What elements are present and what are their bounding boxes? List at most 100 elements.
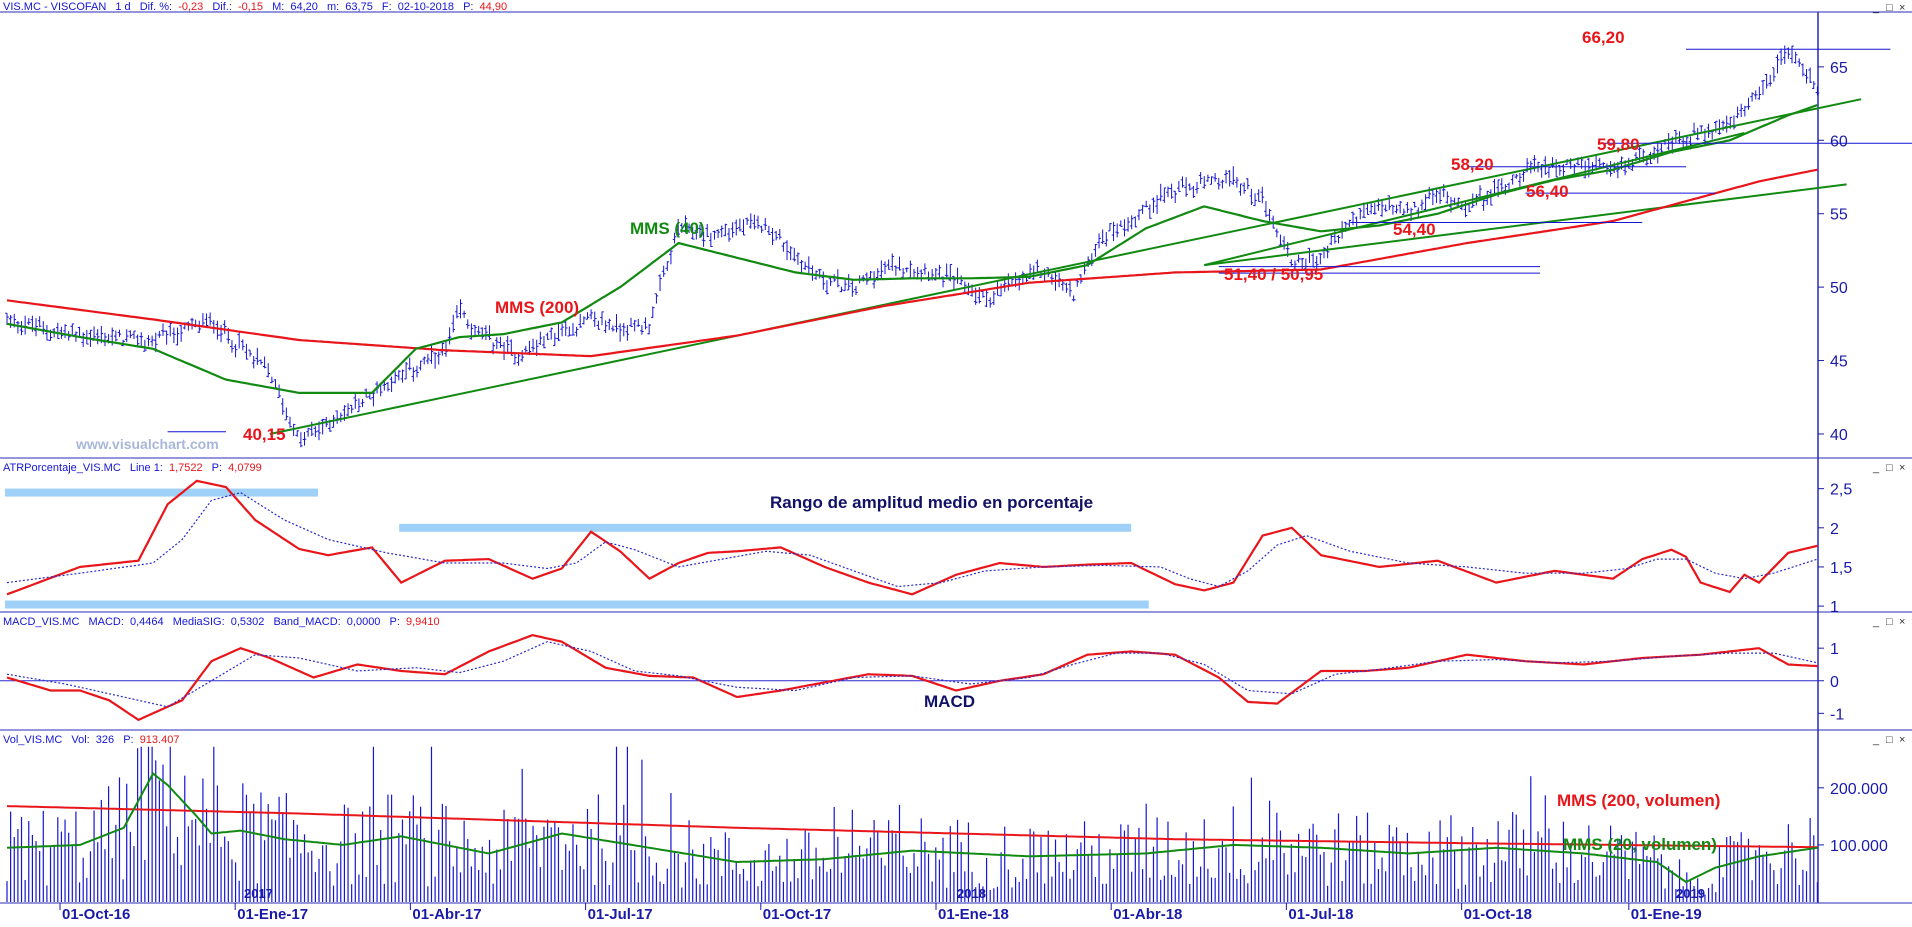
x-tick-label: 01-Jul-17 [588,906,653,922]
price-bar [436,351,441,365]
price-bar [1431,188,1435,206]
price-bar [1768,74,1773,87]
price-bar [1206,174,1210,182]
price-bar [759,225,764,233]
price-bar [999,283,1003,297]
maximize-icon[interactable]: □ [1886,462,1893,474]
price-bar [1177,180,1181,192]
price-bar [1743,105,1747,117]
volume-bars [6,746,1819,902]
price-bar [1198,172,1203,184]
price-bar [179,324,183,342]
price-bar [1391,204,1395,215]
atr-header-p: 4,0799 [228,462,262,474]
price-bar [19,321,24,336]
window-controls-atr[interactable]: _ □ × [1872,462,1905,474]
window-controls-price[interactable]: _ □ × [1872,2,1905,14]
annotation-mms200-vol: MMS (200, volumen) [1557,791,1720,810]
close-icon[interactable]: × [1899,734,1905,746]
price-bar [796,252,800,265]
vol-header-vol-label: Vol: [71,734,89,746]
price-bar [1554,159,1558,178]
price-bar [1209,176,1214,185]
price-bar [636,318,641,327]
price-bar [280,398,285,415]
price-bar [1365,203,1370,215]
price-bar [277,384,281,399]
y-tick-label: -1 [1830,706,1844,723]
price-bar [1166,186,1170,198]
close-icon[interactable]: × [1899,2,1905,14]
year-label-2018: 2018 [957,886,986,901]
y-tick-label: 0 [1830,674,1839,691]
price-bar [955,267,960,284]
window-controls-volume[interactable]: _ □ × [1872,734,1905,746]
window-controls-macd[interactable]: _ □ × [1872,616,1905,628]
price-bar [944,263,949,279]
price-bar [95,329,100,345]
price-bar [41,321,46,335]
maximize-icon[interactable]: □ [1886,734,1893,746]
header-volume: Vol_VIS.MC Vol: 326 P: 913.407 [3,734,179,746]
price-bar [306,427,310,437]
price-bar [1481,198,1486,211]
minimize-icon[interactable]: _ [1872,734,1880,746]
price-bar [643,317,648,330]
price-bar [926,271,931,282]
price-bar [571,323,575,336]
y-tick-label: 40 [1830,427,1848,444]
price-bar [1227,170,1232,187]
price-bar [839,286,844,293]
close-icon[interactable]: × [1899,616,1905,628]
minimize-icon[interactable]: _ [1872,616,1880,628]
trendline [1204,183,1847,267]
price-bar [135,334,140,348]
price-bar [451,314,456,333]
moving-average-line [6,103,1818,394]
atr-header-line-label: Line 1: [130,462,163,474]
price-bar [709,232,713,247]
minimize-icon[interactable]: _ [1872,462,1880,474]
maximize-icon[interactable]: □ [1886,616,1893,628]
header-min: 63,75 [345,1,373,13]
price-bar [1347,219,1352,228]
header-macd: MACD_VIS.MC MACD: 0,4464 MediaSIG: 0,530… [3,616,440,628]
maximize-icon[interactable]: □ [1886,2,1893,14]
price-bar [1129,215,1134,230]
price-bar [1605,163,1609,175]
atr-header-line-value: 1,7522 [169,462,203,474]
x-tick-label: 01-Ene-19 [1631,906,1702,922]
price-bar [716,229,720,239]
price-bar [284,407,289,421]
macd-header-sig: 0,5302 [231,616,265,628]
minimize-icon[interactable]: _ [1872,2,1880,14]
price-bar [81,332,85,347]
price-bar [785,240,789,261]
price-bar [683,215,688,233]
price-bar [251,356,256,369]
header-max: 64,20 [290,1,318,13]
price-bar [883,261,887,275]
price-bar [1510,174,1515,185]
price-bar [143,339,147,352]
price-bar [810,265,815,281]
price-bar [767,225,771,236]
price-bar [582,316,586,325]
price-bar [614,314,619,333]
price-bar [542,335,546,349]
macd-label: MACD [924,692,975,711]
price-bar [415,365,419,378]
price-bar [426,353,430,365]
price-bar [937,264,942,278]
header-max-label: M: [272,1,284,13]
price-bar [237,331,241,349]
header-price: VIS.MC - VISCOFAN 1 d Dif. %: -0,23 Dif.… [3,1,507,13]
price-bar [886,259,891,270]
header-symbol: VIS.MC - VISCOFAN [3,1,106,13]
price-bar [1369,203,1373,215]
price-bar [139,332,144,347]
price-bar [1710,130,1714,140]
price-bar [338,412,343,423]
close-icon[interactable]: × [1899,462,1905,474]
price-bar [168,321,173,337]
